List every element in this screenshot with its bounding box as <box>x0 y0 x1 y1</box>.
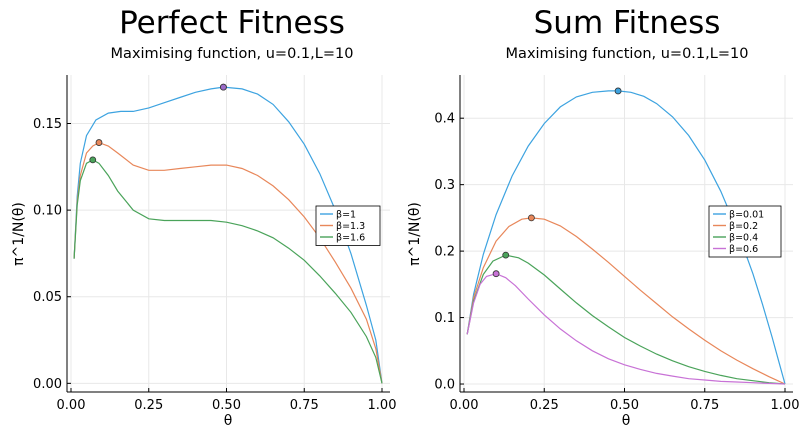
perfect-fitness-legend-label-1: β=1.3 <box>336 221 365 232</box>
sum-fitness-ytick-label-2: 0.2 <box>434 245 455 260</box>
sum-fitness-legend-label-3: β=0.6 <box>729 244 758 255</box>
sum-fitness-x-ticks: 0.00 0.25 0.50 0.75 1.00 <box>450 388 799 413</box>
sum-fitness-grid <box>460 75 793 392</box>
sum-fitness-title: Sum Fitness <box>534 5 721 41</box>
sum-fitness-ylabel: π^1/N(θ) <box>407 202 423 266</box>
perfect-fitness-max-markers <box>89 83 227 164</box>
perfect-fitness-max-marker-1 <box>95 139 103 146</box>
sum-fitness-max-marker-2 <box>502 251 510 259</box>
perfect-fitness-xtick-label-0: 0.00 <box>57 398 86 413</box>
perfect-fitness-extra-marker <box>219 83 227 91</box>
sum-fitness-legend-label-0: β=0.01 <box>729 210 764 221</box>
perfect-fitness-x-ticks: 0.00 0.25 0.50 0.75 1.00 <box>57 388 397 413</box>
sum-fitness-subtitle: Maximising function, u=0.1,L=10 <box>506 46 749 62</box>
sum-fitness-series-line-0 <box>466 90 786 385</box>
perfect-fitness-xtick-label-3: 0.75 <box>290 398 319 413</box>
sum-fitness-max-marker-3 <box>492 270 500 278</box>
sum-fitness-y-ticks: 0.0 0.1 0.2 0.3 0.4 <box>434 112 464 393</box>
perfect-fitness-ytick-label-0: 0.00 <box>33 377 62 392</box>
sum-fitness-panel: Sum Fitness Maximising function, u=0.1,L… <box>407 5 799 429</box>
sum-fitness-xtick-label-1: 0.25 <box>530 398 559 413</box>
sum-fitness-legend-label-2: β=0.4 <box>729 233 758 244</box>
sum-fitness-xtick-label-4: 1.00 <box>771 398 799 413</box>
perfect-fitness-xtick-label-4: 1.00 <box>368 398 397 413</box>
sum-fitness-series-line-1 <box>466 217 786 385</box>
perfect-fitness-y-ticks: 0.00 0.05 0.10 0.15 <box>33 117 71 392</box>
sum-fitness-max-markers <box>492 87 622 278</box>
perfect-fitness-legend-label-2: β=1.6 <box>336 233 365 244</box>
sum-fitness-ytick-label-1: 0.1 <box>434 311 455 326</box>
perfect-fitness-grid <box>67 75 390 392</box>
perfect-fitness-legend-label-0: β=1 <box>336 210 356 221</box>
perfect-fitness-ylabel: π^1/N(θ) <box>11 202 27 266</box>
sum-fitness-legend: β=0.01β=0.2β=0.4β=0.6 <box>708 205 782 258</box>
perfect-fitness-panel: Perfect Fitness Maximising function, u=0… <box>11 5 396 429</box>
sum-fitness-ytick-label-0: 0.0 <box>434 378 455 393</box>
perfect-fitness-max-marker-2 <box>89 156 97 164</box>
sum-fitness-ytick-label-4: 0.4 <box>434 112 455 127</box>
perfect-fitness-xtick-label-2: 0.50 <box>212 398 241 413</box>
sum-fitness-ytick-label-3: 0.3 <box>434 178 455 193</box>
sum-fitness-xtick-label-0: 0.00 <box>450 398 479 413</box>
sum-fitness-xlabel: θ <box>622 413 631 429</box>
sum-fitness-series-line-2 <box>466 254 786 385</box>
perfect-fitness-ytick-label-1: 0.05 <box>33 290 62 305</box>
perfect-fitness-ytick-label-3: 0.15 <box>33 117 62 132</box>
perfect-fitness-legend: β=1β=1.3β=1.6 <box>315 205 381 246</box>
perfect-fitness-xlabel: θ <box>224 413 233 429</box>
sum-fitness-legend-label-1: β=0.2 <box>729 221 758 232</box>
sum-fitness-xtick-label-2: 0.50 <box>610 398 639 413</box>
perfect-fitness-xtick-label-1: 0.25 <box>134 398 163 413</box>
perfect-fitness-subtitle: Maximising function, u=0.1,L=10 <box>111 46 354 62</box>
perfect-fitness-ytick-label-2: 0.10 <box>33 204 62 219</box>
sum-fitness-max-marker-1 <box>528 214 535 222</box>
perfect-fitness-title: Perfect Fitness <box>119 5 345 41</box>
sum-fitness-xtick-label-3: 0.75 <box>690 398 719 413</box>
perfect-fitness-series-line-1 <box>73 141 383 384</box>
sum-fitness-max-marker-0 <box>614 87 622 95</box>
